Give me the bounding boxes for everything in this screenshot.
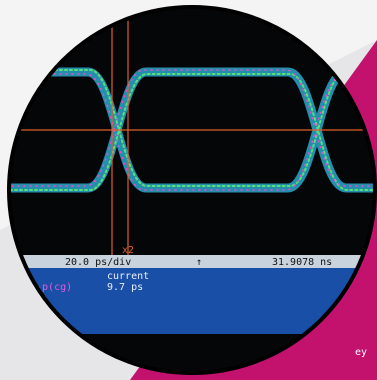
measurement-heading: current xyxy=(107,271,149,282)
cursor-marker: x2 xyxy=(122,245,134,256)
measurement-value: 9.7 ps xyxy=(107,282,143,293)
time: 31.9078 ns xyxy=(272,257,332,268)
timebase: 20.0 ps/div xyxy=(65,257,131,268)
arrow: ↑ xyxy=(196,257,202,268)
caption: ey xyxy=(355,347,367,358)
scene: x2 20.0 ps/div ↑ 31.9078 ns current p-p(… xyxy=(0,0,377,380)
